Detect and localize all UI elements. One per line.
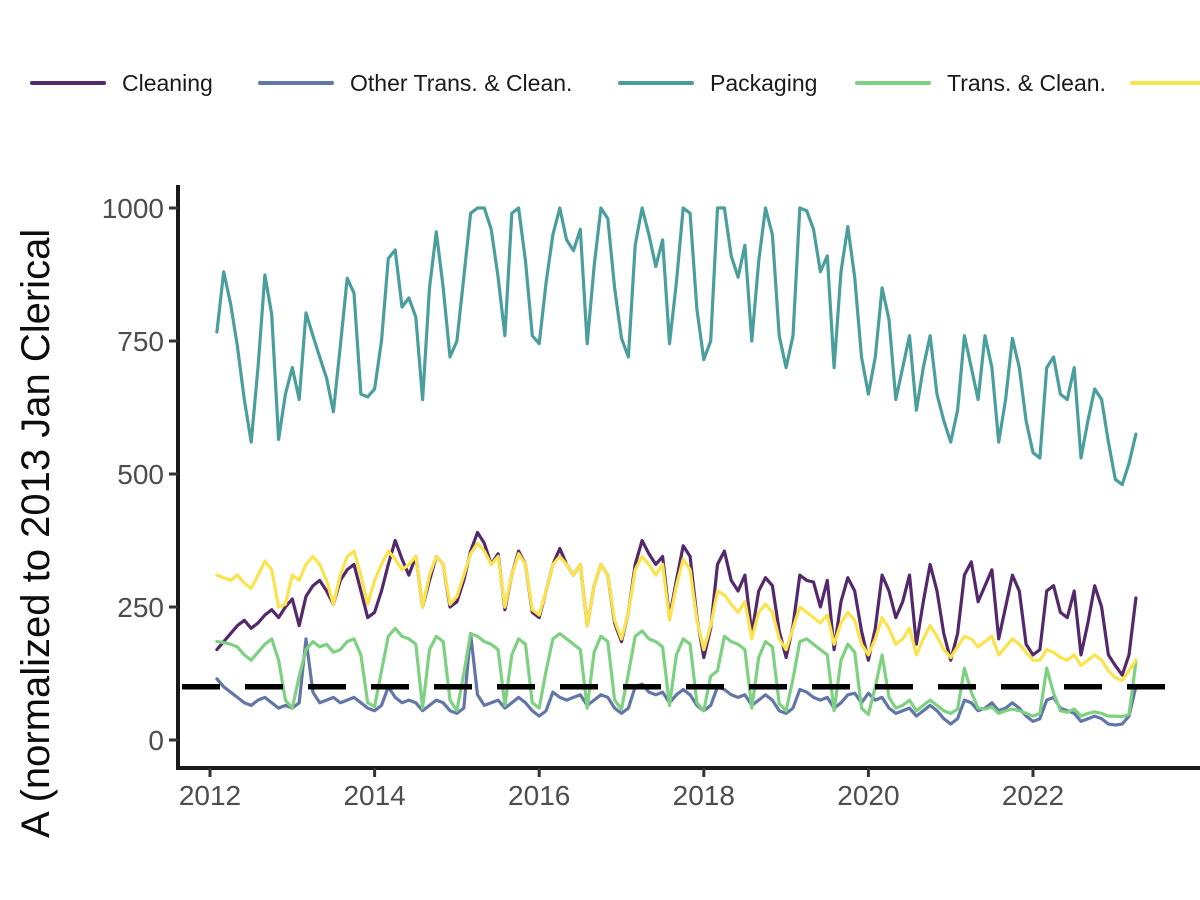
y-tick-label: 500: [117, 459, 164, 490]
x-tick-label: 2018: [673, 780, 735, 811]
series-line-packaging: [215, 206, 1138, 487]
legend-line-swatch: [30, 81, 106, 85]
x-tick-label: 2016: [508, 780, 570, 811]
y-tick-label: 1000: [102, 193, 164, 224]
legend-label: Trans. & Clean.: [947, 70, 1106, 96]
legend-label: Cleaning: [122, 70, 213, 96]
legend-line-swatch: [618, 81, 694, 85]
legend-line-swatch: [1130, 81, 1200, 85]
legend-line-swatch: [855, 81, 931, 85]
y-tick-label: 0: [148, 725, 164, 756]
legend-label: Packaging: [710, 70, 818, 96]
series-line-trans-clean: [215, 626, 1138, 719]
x-tick-label: 2014: [343, 780, 405, 811]
y-tick-label: 750: [117, 326, 164, 357]
x-tick-label: 2022: [1002, 780, 1064, 811]
series-line-unlabeled: [215, 541, 1138, 682]
x-tick-label: 2020: [837, 780, 899, 811]
legend-label: Other Trans. & Clean.: [350, 70, 573, 96]
legend-line-swatch: [258, 81, 334, 85]
x-tick-label: 2012: [179, 780, 241, 811]
y-tick-label: 250: [117, 592, 164, 623]
